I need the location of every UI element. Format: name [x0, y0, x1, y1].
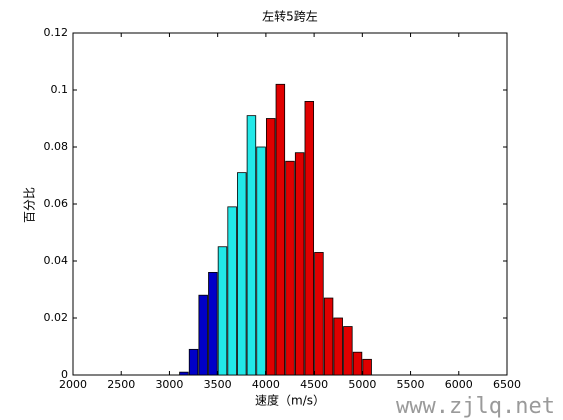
bar [362, 358, 372, 376]
bar [323, 297, 334, 376]
y-tick-label: 0 [61, 368, 68, 381]
bar [227, 206, 237, 376]
x-tick-label: 5500 [397, 378, 425, 391]
bar [352, 351, 363, 376]
y-tick-label: 0.02 [44, 311, 69, 324]
bar [179, 371, 189, 376]
bar [246, 115, 257, 376]
bar [314, 252, 324, 376]
x-tick-label: 4500 [300, 378, 328, 391]
bar [343, 326, 353, 376]
y-tick-label: 0.04 [44, 254, 69, 267]
bar [294, 152, 305, 376]
y-tick-label: 0.08 [44, 140, 69, 153]
y-axis-label: 百分比 [23, 187, 37, 223]
bar [217, 246, 228, 376]
x-axis-label: 速度（m/s） [255, 393, 325, 408]
x-tick-label: 3000 [155, 378, 183, 391]
bar [304, 101, 315, 376]
bar [275, 83, 286, 376]
bar [237, 172, 247, 376]
x-tick-label: 5000 [348, 378, 376, 391]
watermark: www.zjlq.net [396, 394, 555, 419]
bar [256, 146, 266, 376]
x-tick-label: 4000 [252, 378, 280, 391]
bar [285, 160, 295, 376]
y-tick-label: 0.1 [51, 83, 69, 96]
x-tick-label: 3500 [204, 378, 232, 391]
y-tick-label: 0.12 [44, 26, 69, 39]
x-tick-label: 2500 [107, 378, 135, 391]
x-tick-label: 2000 [59, 378, 87, 391]
y-tick-label: 0.06 [44, 197, 69, 210]
bar [333, 317, 343, 376]
chart-title: 左转5跨左 [262, 9, 318, 24]
x-tick-label: 6000 [445, 378, 473, 391]
bar [265, 118, 276, 376]
bar [198, 294, 208, 376]
x-tick-label: 6500 [493, 378, 521, 391]
bar [208, 271, 218, 376]
bar [188, 348, 199, 376]
